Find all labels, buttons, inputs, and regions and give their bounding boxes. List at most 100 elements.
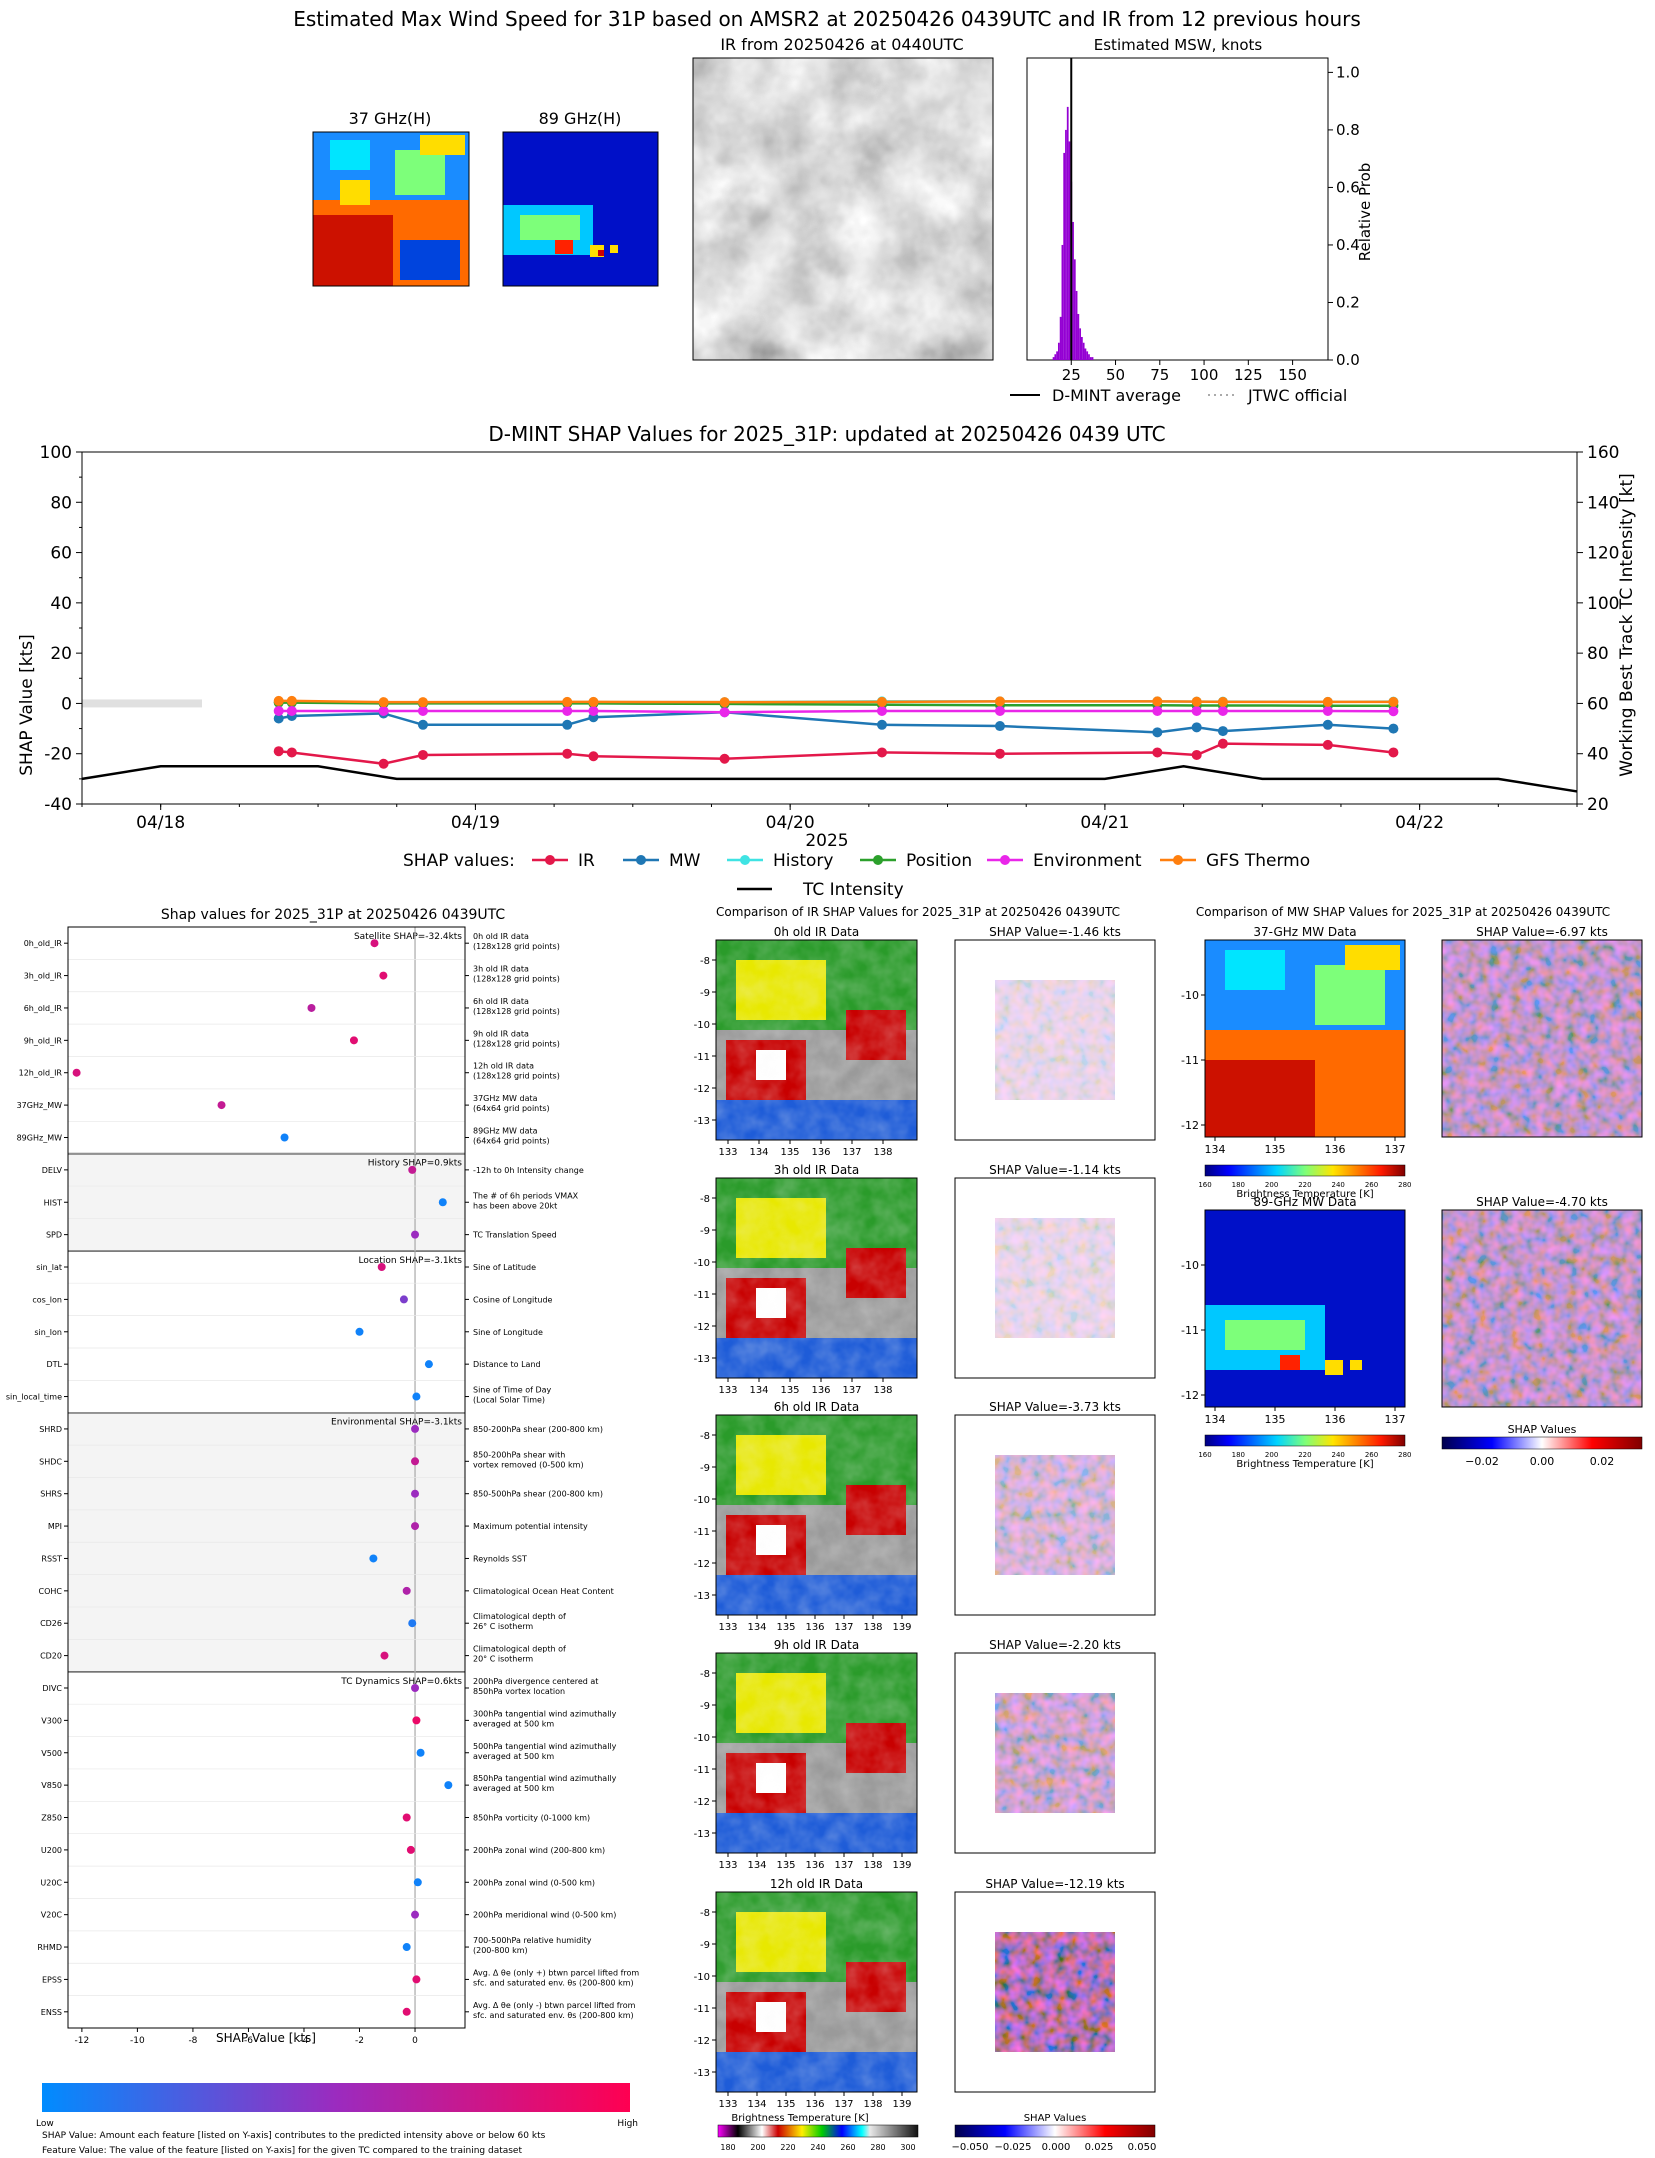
legend-marker [545,855,555,865]
mw-shap-cbar-label: SHAP Values [1508,1423,1577,1436]
series-point [417,697,428,708]
feature-name-HIST: HIST [44,1198,62,1207]
lat-tick-label: -8 [700,956,710,967]
feature-desc: 700-500hPa relative humidity [473,1936,592,1945]
y2-tick-label: 60 [1587,694,1609,714]
feature-name-SHRS: SHRS [40,1490,62,1499]
series-point [1191,696,1202,707]
feature-desc: 3h old IR data [473,965,529,974]
y-tick-label: 60 [50,544,72,564]
lon-tick-label: 136 [1325,1143,1346,1156]
mw-row-title-right: SHAP Value=-6.97 kts [1476,925,1608,939]
feature-desc: averaged at 500 km [473,1784,554,1793]
lat-tick-label: -10 [1181,989,1199,1002]
lon-tick-label: 134 [749,1147,768,1158]
feature-name-V850: V850 [41,1781,62,1790]
feature-desc: (128x128 grid points) [473,1072,560,1081]
shap-panel-title: Shap values for 2025_31P at 20250426 043… [161,907,506,923]
lon-tick-label: 137 [1385,1143,1406,1156]
shap-point-ENSS [402,2007,411,2016]
y-tick-label: 1.0 [1336,63,1360,81]
feature-desc: (128x128 grid points) [473,1039,560,1048]
series-point [1217,696,1228,707]
lon-tick-label: 137 [842,1147,861,1158]
feature-desc: 500hPa tangential wind azimuthally [473,1742,617,1751]
ir-image-1 [715,1177,918,1379]
feature-desc: 200hPa zonal wind (200-800 km) [473,1846,605,1855]
feature-desc: (200-800 km) [473,1946,528,1955]
series-point [286,705,297,716]
ir-frame [715,1414,918,1616]
series-point [1322,705,1333,716]
shap-point-SHRS [411,1489,420,1498]
shap-point-RSST [369,1554,378,1563]
mw-bt-colorbar [1204,1434,1406,1447]
lon-tick-label: 137 [842,1385,861,1396]
lat-tick-label: -12 [694,1797,710,1808]
shap-frame [67,926,466,2029]
x-tick-label: 125 [1234,366,1263,384]
shap-point-V300 [412,1716,421,1725]
series-point [1322,696,1333,707]
lat-tick-label: -13 [694,1116,710,1127]
lon-tick-label: 134 [747,1860,766,1871]
lon-tick-label: 136 [805,1622,824,1633]
x-tick-label: 04/18 [136,813,185,833]
series-point [273,705,284,716]
histogram-bar [1086,351,1089,360]
feature-desc: Sine of Longitude [473,1328,543,1337]
feature-desc: 26° C isotherm [473,1622,533,1631]
lat-tick-label: -12 [694,1322,710,1333]
bt-tick-label: 260 [1365,1451,1378,1459]
series-point [1217,738,1228,749]
lon-tick-label: 137 [834,1622,853,1633]
x-tick-label: -8 [188,2036,197,2046]
shap-point-EPSS [412,1975,421,1984]
feature-name-sin_lon: sin_lon [34,1328,62,1337]
feature-desc: (128x128 grid points) [473,1007,560,1016]
lon-tick-label: 133 [718,2099,737,2110]
mw-red-spot [1280,1355,1300,1370]
feature-name-V500: V500 [41,1749,62,1758]
series-point [1217,705,1228,716]
feature-desc: (128x128 grid points) [473,942,560,951]
feature-desc: Cosine of Longitude [473,1295,553,1304]
y-tick-label: 0 [61,694,72,714]
feature-name-U200: U200 [41,1846,62,1855]
shap-point-DTL [424,1360,433,1369]
tc-intensity-line [81,765,1578,793]
shap-point-3h_old_IR [379,971,388,980]
shap-frame [954,939,1156,1141]
shap-point-DELV [408,1165,417,1174]
shap-tick-label: −0.050 [951,2142,988,2153]
lat-tick-label: -8 [700,1431,710,1442]
feature-desc: 850-500hPa shear (200-800 km) [473,1490,603,1499]
lat-tick-label: -8 [700,1669,710,1680]
y-tick-label: 40 [50,594,72,614]
bt-tick-label: 260 [840,2143,855,2152]
colorbar-high-label: High [617,2119,638,2129]
histogram-bar [1081,336,1083,360]
lon-tick-label: 136 [1325,1413,1346,1426]
timeseries-xlabel: 2025 [805,831,848,851]
histogram-bar [1052,357,1055,360]
ir-shap-image-2 [954,1414,1156,1616]
histogram-bar [1059,316,1062,360]
ir-shap-image-4 [954,1891,1156,2093]
x-tick-label: -2 [355,2036,364,2046]
lon-tick-label: 135 [776,1860,795,1871]
footnote-shap: SHAP Value: Amount each feature [listed … [42,2131,546,2141]
shap-texture [1442,940,1642,1137]
series-point [876,696,887,707]
shap-point-HIST [438,1198,447,1207]
lon-tick-label: 133 [718,1147,737,1158]
feature-name-6h_old_IR: 6h_old_IR [24,1004,63,1013]
ir-texture [716,1892,917,2092]
mw-bt-colorbar [1204,1164,1406,1177]
series-point [378,697,389,708]
series-point [719,697,730,708]
bt-tick-label: 280 [870,2143,885,2152]
mw-row-title-left: 89-GHz MW Data [1253,1195,1356,1209]
legend-label-mw: MW [669,851,701,871]
shap-point-MPI [411,1522,420,1531]
